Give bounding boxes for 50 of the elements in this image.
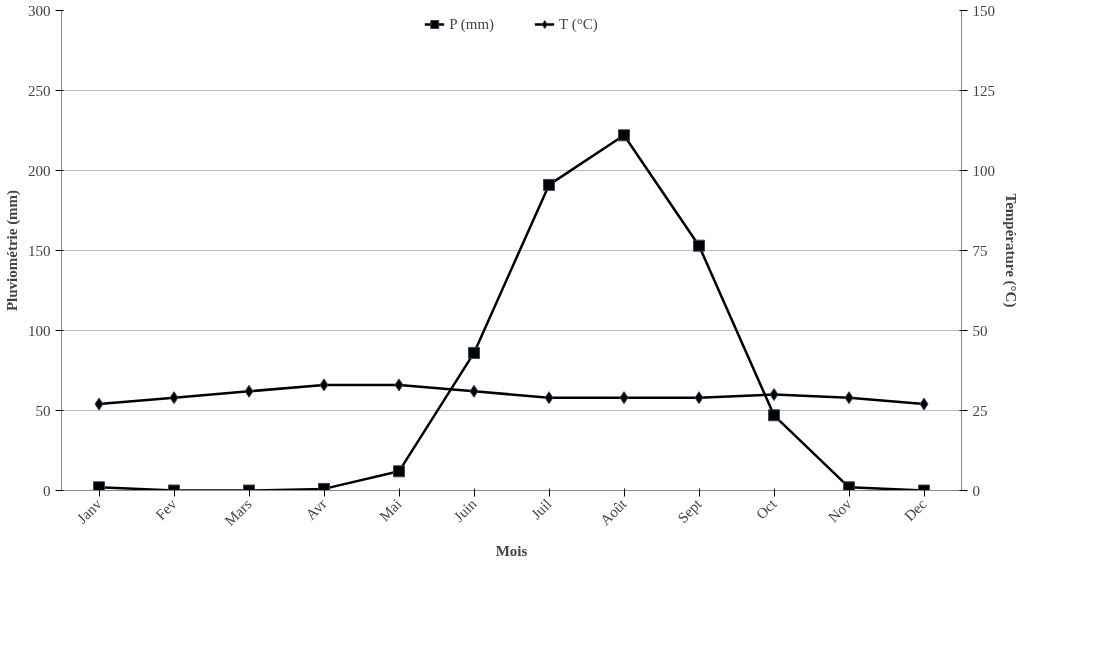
y-axis-title: Pluviométrie (mm) (4, 189, 21, 312)
point (618, 129, 630, 142)
point (394, 378, 404, 392)
point (843, 481, 855, 491)
point (93, 481, 105, 491)
x-tick-label: Janv (73, 495, 106, 527)
y2-tick-label: 150 (972, 2, 995, 19)
legend-label: T (°C) (559, 15, 598, 33)
point (769, 388, 779, 401)
y2-tick-label: 0 (972, 482, 980, 499)
point (768, 409, 780, 422)
y2-tick-label: 100 (972, 162, 995, 179)
y-tick-label: 100 (28, 322, 51, 339)
y2-axis-title: Température (°C) (1002, 193, 1019, 308)
x-tick-label: Dec (901, 495, 930, 525)
y-tick-label: 200 (28, 162, 51, 179)
x-tick-label: Nov (825, 495, 856, 526)
y2-tick-label: 125 (972, 82, 995, 99)
point (94, 397, 104, 411)
point (244, 384, 254, 398)
y-tick-label: 250 (28, 82, 51, 99)
point (468, 346, 480, 359)
y-tick-label: 150 (28, 242, 51, 259)
point (543, 178, 555, 191)
x-tick-label: Juin (450, 495, 481, 525)
legend-label: P (mm) (449, 15, 495, 33)
y2-tick-label: 50 (972, 322, 988, 339)
point (469, 384, 479, 398)
x-tick-label: Sept (674, 495, 706, 527)
y-tick-label: 0 (43, 482, 51, 499)
point (393, 465, 405, 478)
x-tick-label: Juil (528, 495, 555, 523)
point (319, 378, 329, 392)
x-tick-label: Oct (753, 495, 781, 523)
point (169, 391, 179, 405)
point (619, 391, 629, 405)
point (694, 391, 704, 405)
y2-tick-label: 75 (972, 242, 988, 259)
x-axis-title: Mois (495, 542, 528, 559)
point (844, 391, 854, 405)
y-tick-label: 300 (28, 2, 51, 19)
y-tick-label: 50 (35, 402, 51, 419)
y2-tick-label: 25 (972, 402, 988, 419)
x-tick-label: Avr (302, 495, 330, 523)
point (544, 391, 554, 405)
point (693, 239, 705, 252)
x-tick-label: Mai (376, 495, 405, 525)
point (919, 397, 929, 411)
x-tick-label: Fev (152, 495, 181, 524)
x-tick-label: Mars (221, 495, 255, 529)
